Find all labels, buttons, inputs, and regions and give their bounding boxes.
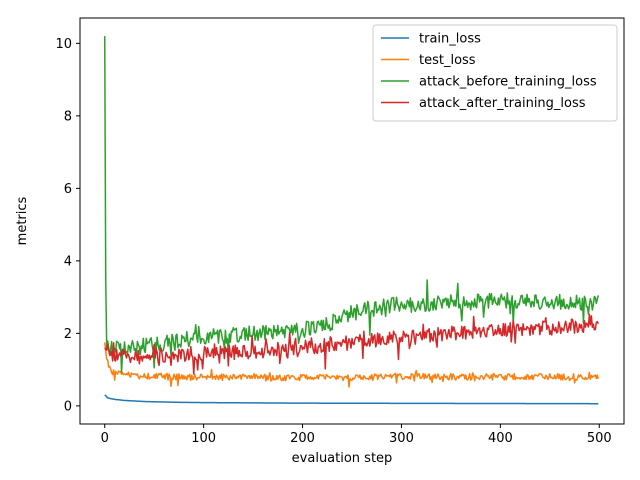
x-tick-label: 200 (290, 431, 315, 446)
x-tick-label: 500 (587, 431, 612, 446)
y-tick-label: 8 (64, 109, 72, 124)
series-line-test-loss (103, 342, 600, 388)
legend: train_loss test_loss attack_before_trainin… (372, 24, 618, 122)
y-tick-label: 6 (64, 182, 72, 197)
plot-lines (103, 36, 600, 405)
legend-label: attack_after_training_loss (419, 96, 586, 111)
y-tick-label: 0 (64, 399, 72, 414)
y-axis-label: metrics (15, 196, 30, 245)
series-line-attack-before-training-loss (103, 36, 600, 373)
y-axis-ticks: 0 2 4 6 8 10 (55, 37, 80, 414)
x-tick-label: 300 (389, 431, 414, 446)
legend-box (372, 24, 618, 122)
series-line-attack-after-training-loss (104, 313, 599, 375)
x-tick-label: 400 (488, 431, 513, 446)
x-axis-ticks: 0 100 200 300 400 500 (101, 424, 612, 446)
legend-label: test_loss (419, 53, 476, 68)
x-tick-label: 0 (101, 431, 109, 446)
y-tick-label: 10 (55, 37, 72, 52)
axes-frame (79, 17, 625, 425)
legend-label: attack_before_training_loss (419, 75, 597, 90)
y-tick-label: 2 (64, 327, 72, 342)
legend-label: train_loss (419, 32, 481, 47)
y-tick-label: 4 (64, 254, 72, 269)
x-tick-label: 100 (191, 431, 216, 446)
series-line-train-loss (104, 394, 599, 405)
x-axis-label: evaluation step (292, 451, 393, 466)
